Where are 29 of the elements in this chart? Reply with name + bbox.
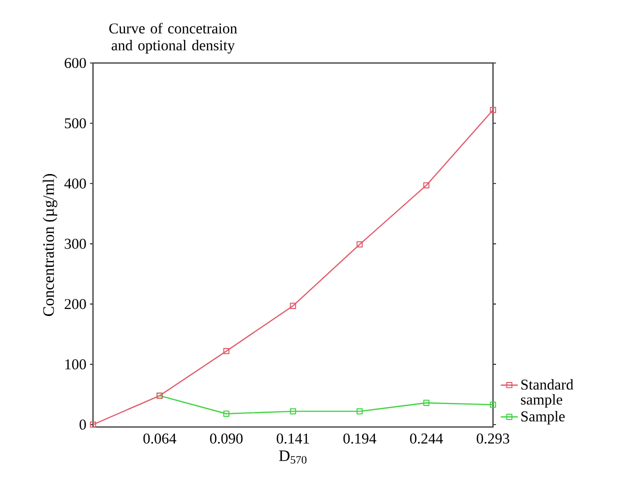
point (356, 408, 363, 414)
y-tick-label: 100 (65, 359, 86, 370)
x-tick-label: 0.141 (276, 434, 309, 444)
x-tick-label: 0.064 (143, 434, 176, 444)
point (490, 402, 496, 408)
y-tick-label: 600 (64, 58, 86, 68)
point (490, 106, 496, 114)
legend-label: Standard sample (520, 379, 574, 408)
y-tick-label: 200 (64, 299, 86, 310)
y-tick-label: 0 (80, 420, 86, 430)
point (356, 241, 363, 248)
point (90, 422, 96, 428)
x-tick-label: 0.194 (343, 434, 376, 444)
x-tick-label: 0.090 (210, 434, 243, 444)
point (223, 410, 230, 417)
y-tick-label: 400 (64, 178, 86, 189)
y-tick-label: 300 (64, 238, 86, 249)
point (290, 302, 296, 309)
x-axis-title: D$_{570}$ (279, 450, 306, 464)
point (290, 408, 296, 414)
x-tick-label: 0.293 (476, 434, 510, 444)
chart-title: Curve of concetraion and optional density (109, 22, 238, 54)
point (423, 400, 430, 406)
y-tick-label: 500 (64, 118, 86, 128)
legend-label: Sample (521, 410, 565, 425)
x-tick-label: 0.244 (410, 434, 443, 444)
y-axis-title: Concentration (µg/ml) (42, 174, 58, 316)
point (423, 182, 430, 188)
point (223, 348, 230, 354)
